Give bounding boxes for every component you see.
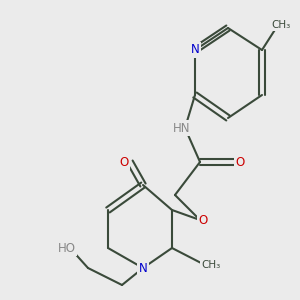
Text: HO: HO — [58, 242, 76, 254]
Text: N: N — [190, 44, 200, 56]
Text: O: O — [198, 214, 208, 226]
Text: N: N — [139, 262, 147, 275]
Text: O: O — [235, 155, 244, 169]
Text: CH₃: CH₃ — [272, 20, 291, 30]
Text: CH₃: CH₃ — [201, 260, 220, 270]
Text: O: O — [119, 155, 129, 169]
Text: HN: HN — [173, 122, 191, 134]
